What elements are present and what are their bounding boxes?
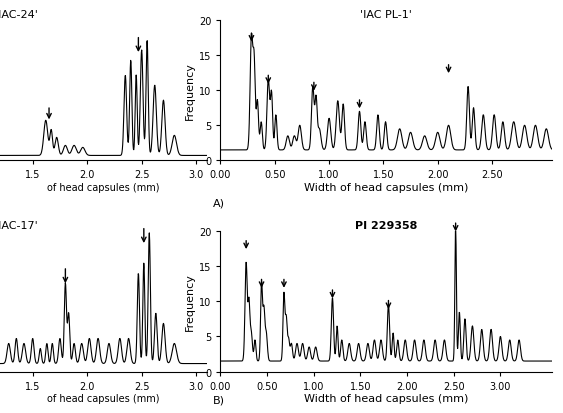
Y-axis label: Frequency: Frequency xyxy=(185,273,195,330)
X-axis label: Width of head capsules (mm): Width of head capsules (mm) xyxy=(304,183,468,193)
X-axis label: of head capsules (mm): of head capsules (mm) xyxy=(47,183,160,193)
Text: A): A) xyxy=(213,198,225,208)
Text: B): B) xyxy=(213,395,225,405)
Text: 'IAC-17': 'IAC-17' xyxy=(0,221,39,230)
X-axis label: of head capsules (mm): of head capsules (mm) xyxy=(47,394,160,404)
Text: 'IAC-24': 'IAC-24' xyxy=(0,10,39,20)
X-axis label: Width of head capsules (mm): Width of head capsules (mm) xyxy=(304,394,468,404)
Title: PI 229358: PI 229358 xyxy=(355,221,417,230)
Title: 'IAC PL-1': 'IAC PL-1' xyxy=(360,10,412,20)
Y-axis label: Frequency: Frequency xyxy=(185,62,195,120)
